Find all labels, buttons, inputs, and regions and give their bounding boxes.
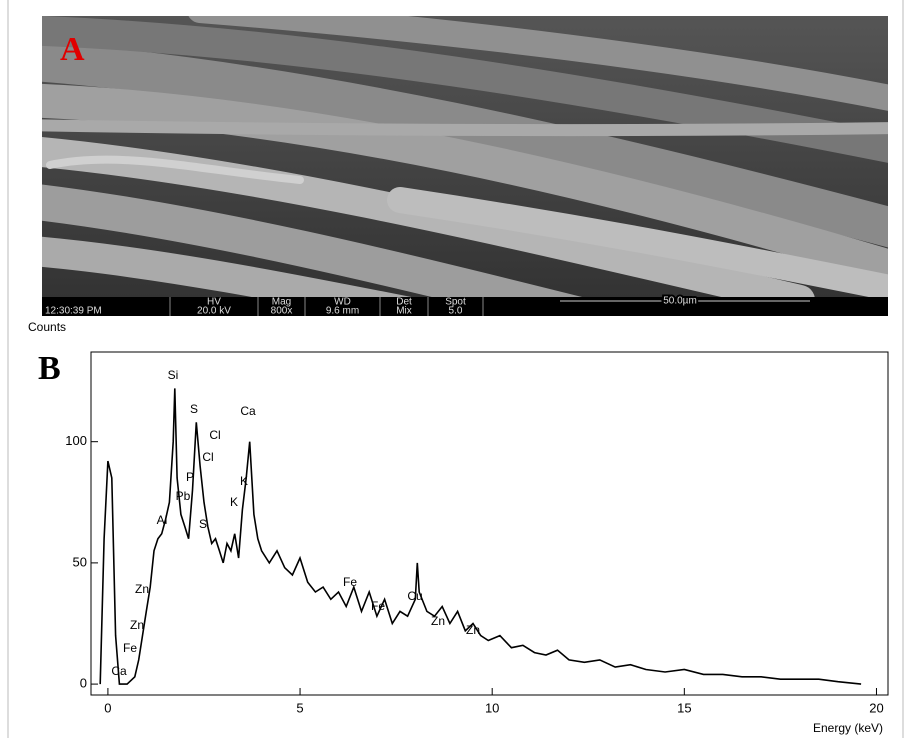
peak-label: Cl (209, 428, 220, 442)
peak-label: Zn (130, 618, 144, 632)
peak-label: P (186, 470, 194, 484)
peak-label: Zn (466, 623, 480, 637)
peak-label: Cl (202, 450, 213, 464)
plot-frame (90, 351, 889, 696)
peak-label: Fe (371, 599, 385, 613)
x-tick-label: 10 (485, 700, 499, 715)
spectrum-line (99, 388, 862, 685)
scale-label: 50.0µm (663, 296, 697, 307)
peak-label: S (190, 402, 198, 416)
x-axis-label: Energy (keV) (813, 721, 883, 735)
info-header: Det (396, 297, 412, 308)
panel-label: A (60, 31, 85, 68)
peak-label: Fe (123, 641, 137, 655)
info-header: Mag (272, 297, 291, 308)
info-header: HV (207, 297, 221, 308)
info-value: 5.0 (449, 306, 463, 317)
x-tick-label: 20 (869, 700, 883, 715)
info-value: 800x (271, 306, 293, 317)
y-axis-label: Counts (28, 320, 66, 334)
x-tick-label: 0 (104, 700, 111, 715)
info-header: WD (334, 297, 351, 308)
peak-label: Fe (343, 575, 357, 589)
peak-label: Si (168, 368, 179, 382)
x-tick-label: 5 (296, 700, 303, 715)
peak-label: Ca (240, 404, 256, 418)
peak-label: Pb (176, 489, 191, 503)
peak-label: Zn (431, 614, 445, 628)
info-time: 12:30:39 PM (45, 306, 102, 317)
info-header: Spot (445, 297, 466, 308)
panel-label: B (38, 350, 61, 387)
peak-label: S (199, 517, 207, 531)
info-value: Mix (396, 306, 412, 317)
peak-label: Cu (407, 589, 422, 603)
peak-label: Al (157, 513, 168, 527)
peak-label: K (230, 495, 238, 509)
peak-label: K (240, 474, 248, 488)
y-tick-label: 100 (65, 433, 87, 448)
x-tick-label: 15 (677, 700, 691, 715)
peak-label: Ca (111, 664, 127, 678)
peak-label: Zn (135, 582, 149, 596)
sem-image: A (42, 16, 888, 298)
info-value: 20.0 kV (197, 306, 231, 317)
info-value: 9.6 mm (326, 306, 359, 317)
y-tick-label: 0 (80, 676, 87, 691)
y-tick-label: 50 (73, 554, 87, 569)
